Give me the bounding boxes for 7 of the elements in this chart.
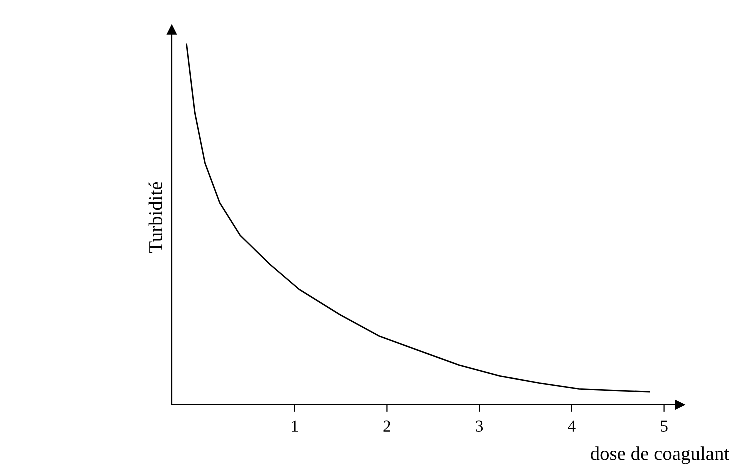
x-tick-label: 2 [384,420,390,432]
x-tick-label: 5 [661,420,668,432]
y-axis-title: Turbidité [148,182,162,253]
x-tick-label: 4 [568,420,576,432]
x-tick-label: 3 [476,420,484,432]
x-axis-title: dose de coagulant [591,446,730,464]
x-tick-label: 1 [292,420,298,432]
